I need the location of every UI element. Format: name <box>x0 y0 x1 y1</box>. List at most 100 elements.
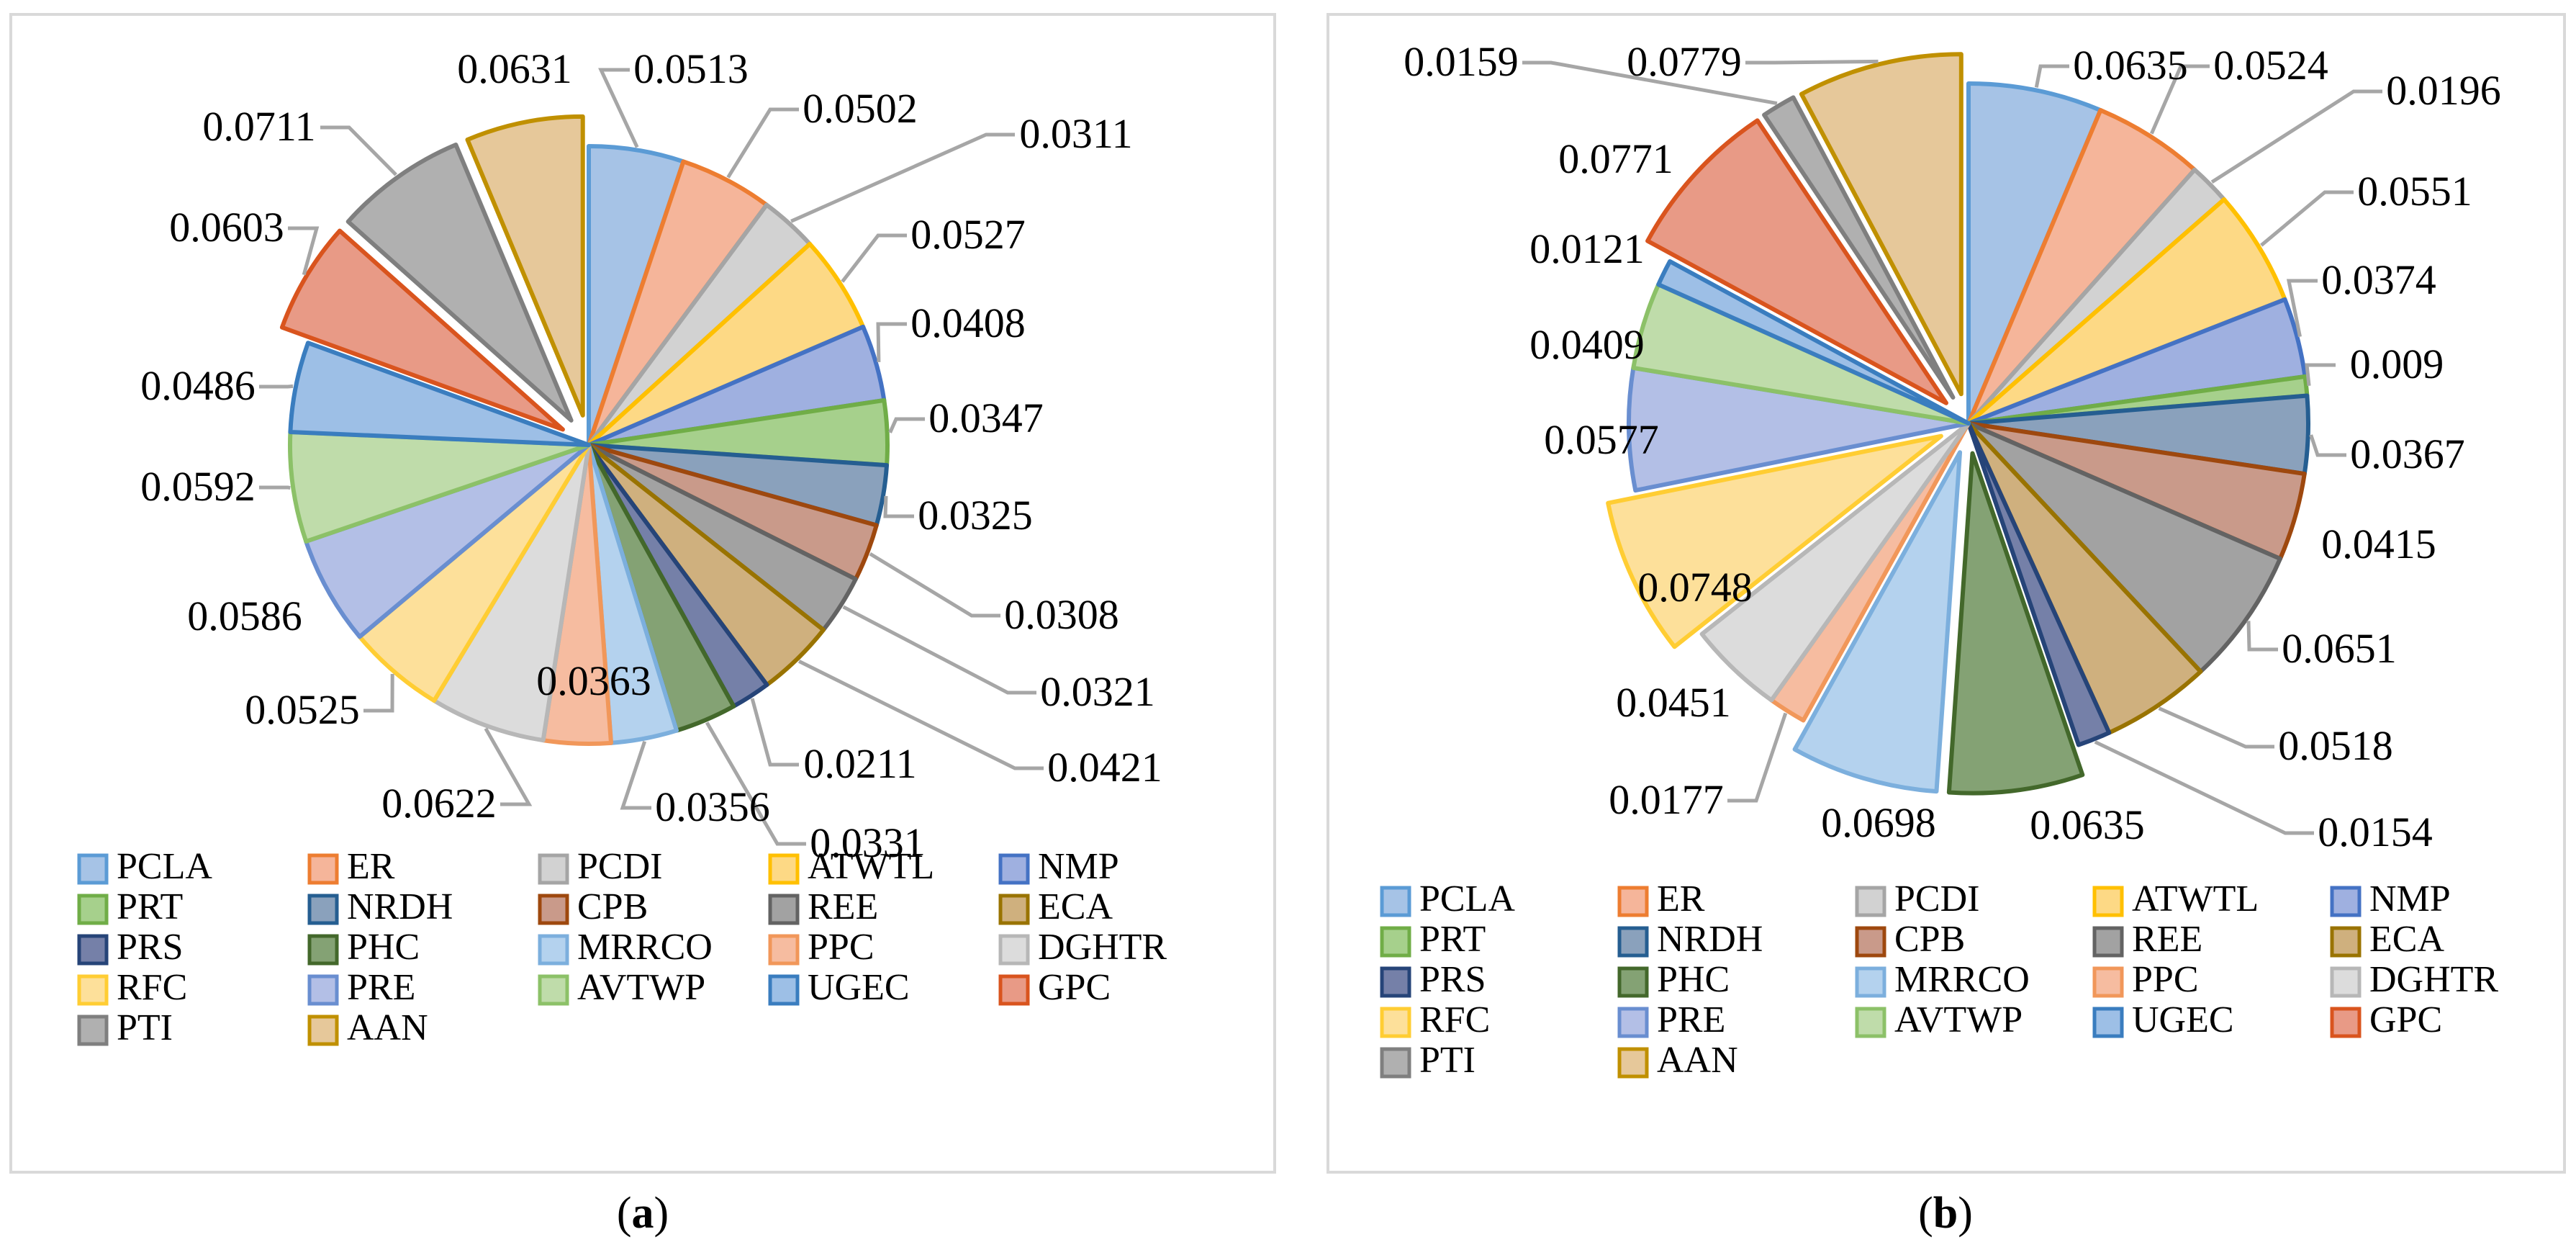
legend-item-pre: PRE <box>307 967 415 1008</box>
leader-line-ugec <box>259 384 294 389</box>
legend-label-pcla: PCLA <box>117 846 212 887</box>
legend-label-pcla: PCLA <box>1419 878 1515 919</box>
legend-label-pcdi: PCDI <box>577 846 662 887</box>
legend-item-avtwp: AVTWP <box>538 967 705 1008</box>
value-label-ppc: 0.0177 <box>1609 776 1724 823</box>
legend-swatch-nmp <box>998 853 1030 885</box>
value-label-ppc: 0.0363 <box>536 657 651 704</box>
legend-label-nrdh: NRDH <box>347 886 453 927</box>
legend-label-avtwp: AVTWP <box>577 967 705 1008</box>
value-label-prt: 0.009 <box>2350 341 2444 387</box>
legend-item-atwtl: ATWTL <box>2092 878 2259 919</box>
legend-label-prs: PRS <box>117 927 184 968</box>
legend-swatch-eca <box>2330 926 2362 958</box>
legend-item-phc: PHC <box>1617 959 1730 1000</box>
value-label-nrdh: 0.0367 <box>2350 431 2465 477</box>
legend-swatch-ugec <box>2092 1007 2124 1038</box>
legend-item-rfc: RFC <box>77 967 187 1008</box>
leader-line-ree <box>842 605 1036 695</box>
legend-label-er: ER <box>347 846 395 887</box>
slice-aan <box>465 114 585 418</box>
value-label-gpc: 0.0771 <box>1558 135 1673 182</box>
legend-item-cpb: CPB <box>538 886 648 927</box>
legend-item-ree: REE <box>2092 919 2202 960</box>
legend-swatch-pre <box>307 974 339 1006</box>
legend-swatch-gpc <box>998 974 1030 1006</box>
legend-label-ugec: UGEC <box>808 967 910 1008</box>
legend-item-gpc: GPC <box>2330 999 2442 1040</box>
legend-item-gpc: GPC <box>998 967 1111 1008</box>
data-labels: 0.0635 0.0524 0.0196 0.0551 0.0374 0.009 0.036… <box>1404 38 2501 855</box>
value-label-phc: 0.0635 <box>2030 801 2145 848</box>
panel-a-letter: a <box>632 1189 654 1238</box>
legend-swatch-er <box>1617 886 1649 917</box>
value-label-ree: 0.0651 <box>2282 625 2397 672</box>
legend-label-eca: ECA <box>2369 919 2444 960</box>
legend-label-er: ER <box>1657 878 1705 919</box>
legend-item-pcla: PCLA <box>1380 878 1515 919</box>
legend-label-gpc: GPC <box>1038 967 1111 1008</box>
legend-swatch-pcla <box>1380 886 1411 917</box>
value-label-pti: 0.0711 <box>202 103 315 150</box>
leader-line-ree <box>2246 621 2278 652</box>
legend-swatch-aan <box>1617 1047 1649 1079</box>
legend-label-dghtr: DGHTR <box>2369 959 2498 1000</box>
value-label-dghtr: 0.0622 <box>381 780 497 827</box>
value-label-nmp: 0.0374 <box>2321 256 2436 303</box>
legend-label-cpb: CPB <box>577 886 648 927</box>
slice-pre <box>304 443 591 639</box>
legend-item-pcdi: PCDI <box>538 846 662 887</box>
leader-line-phc <box>705 721 806 846</box>
value-label-pcla: 0.0513 <box>633 45 749 92</box>
panel-b-letter: b <box>1933 1189 1958 1238</box>
legend-swatch-dghtr <box>2330 966 2362 998</box>
slice-ree <box>1966 421 2282 674</box>
slice-phc <box>1946 451 2085 796</box>
legend-item-eca: ECA <box>2330 919 2444 960</box>
leader-line-nmp <box>876 322 907 362</box>
legend-item-pcla: PCLA <box>77 846 212 887</box>
legend-label-gpc: GPC <box>2369 999 2442 1040</box>
leader-line-rfc <box>363 673 394 713</box>
legend-label-ree: REE <box>808 886 878 927</box>
legend-label-aan: AAN <box>1657 1040 1738 1081</box>
legend-swatch-ppc <box>2092 966 2124 998</box>
value-label-prs: 0.0154 <box>2318 809 2433 855</box>
leader-line-pcdi <box>2210 89 2382 184</box>
legend-swatch-prs <box>1380 966 1411 998</box>
value-label-er: 0.0524 <box>2213 42 2328 89</box>
legend-swatch-mrrco <box>1855 966 1886 998</box>
value-label-nrdh: 0.0325 <box>918 492 1033 539</box>
legend-swatch-nmp <box>2330 886 2362 917</box>
legend-item-pti: PTI <box>1380 1040 1475 1081</box>
legend-item-rfc: RFC <box>1380 999 1490 1040</box>
legend-item-ugec: UGEC <box>2092 999 2234 1040</box>
value-label-er: 0.0502 <box>803 85 918 132</box>
legend-item-mrrco: MRRCO <box>538 927 713 968</box>
legend-label-mrrco: MRRCO <box>577 927 713 968</box>
legend-item-prs: PRS <box>77 927 184 968</box>
leader-line-atwtl <box>2260 190 2354 247</box>
slice-er <box>1966 108 2197 426</box>
legend-item-avtwp: AVTWP <box>1855 999 2023 1040</box>
slice-aan <box>1799 52 1963 397</box>
pie-chart-a: 0.0513 0.0502 0.0311 0.0527 0.0408 0.0347 0.03… <box>77 45 1167 1048</box>
value-label-pre: 0.0586 <box>187 593 302 639</box>
legend-label-ugec: UGEC <box>2132 999 2234 1040</box>
leader-line-nrdh <box>883 495 914 518</box>
leader-line-cpb <box>869 552 1000 618</box>
value-label-eca: 0.0518 <box>2278 722 2393 769</box>
legend-label-prs: PRS <box>1419 959 1486 1000</box>
value-label-aan: 0.0631 <box>457 45 572 92</box>
slice-atwtl <box>1966 197 2287 426</box>
legend-item-aan: AAN <box>1617 1040 1738 1081</box>
value-label-ugec: 0.0486 <box>140 362 256 409</box>
legend-item-mrrco: MRRCO <box>1855 959 2030 1000</box>
leader-line-prs <box>750 698 799 767</box>
legend-swatch-rfc <box>77 974 109 1006</box>
legend-swatch-phc <box>307 934 339 966</box>
value-label-prs: 0.0211 <box>803 740 916 787</box>
value-label-pcla: 0.0635 <box>2073 42 2188 89</box>
leader-line-avtwp <box>259 485 291 490</box>
legend-swatch-pcla <box>77 853 109 885</box>
